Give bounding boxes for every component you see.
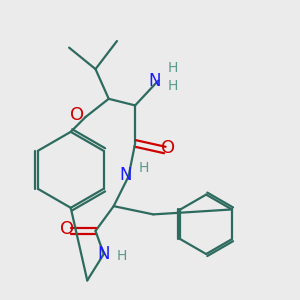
Text: H: H: [117, 249, 127, 263]
Text: O: O: [70, 106, 84, 124]
Text: H: H: [168, 79, 178, 93]
Text: H: H: [138, 161, 148, 175]
Text: N: N: [149, 72, 161, 90]
Text: H: H: [168, 61, 178, 75]
Text: O: O: [161, 139, 175, 157]
Text: N: N: [119, 166, 131, 184]
Text: N: N: [98, 245, 110, 263]
Text: O: O: [60, 220, 74, 238]
